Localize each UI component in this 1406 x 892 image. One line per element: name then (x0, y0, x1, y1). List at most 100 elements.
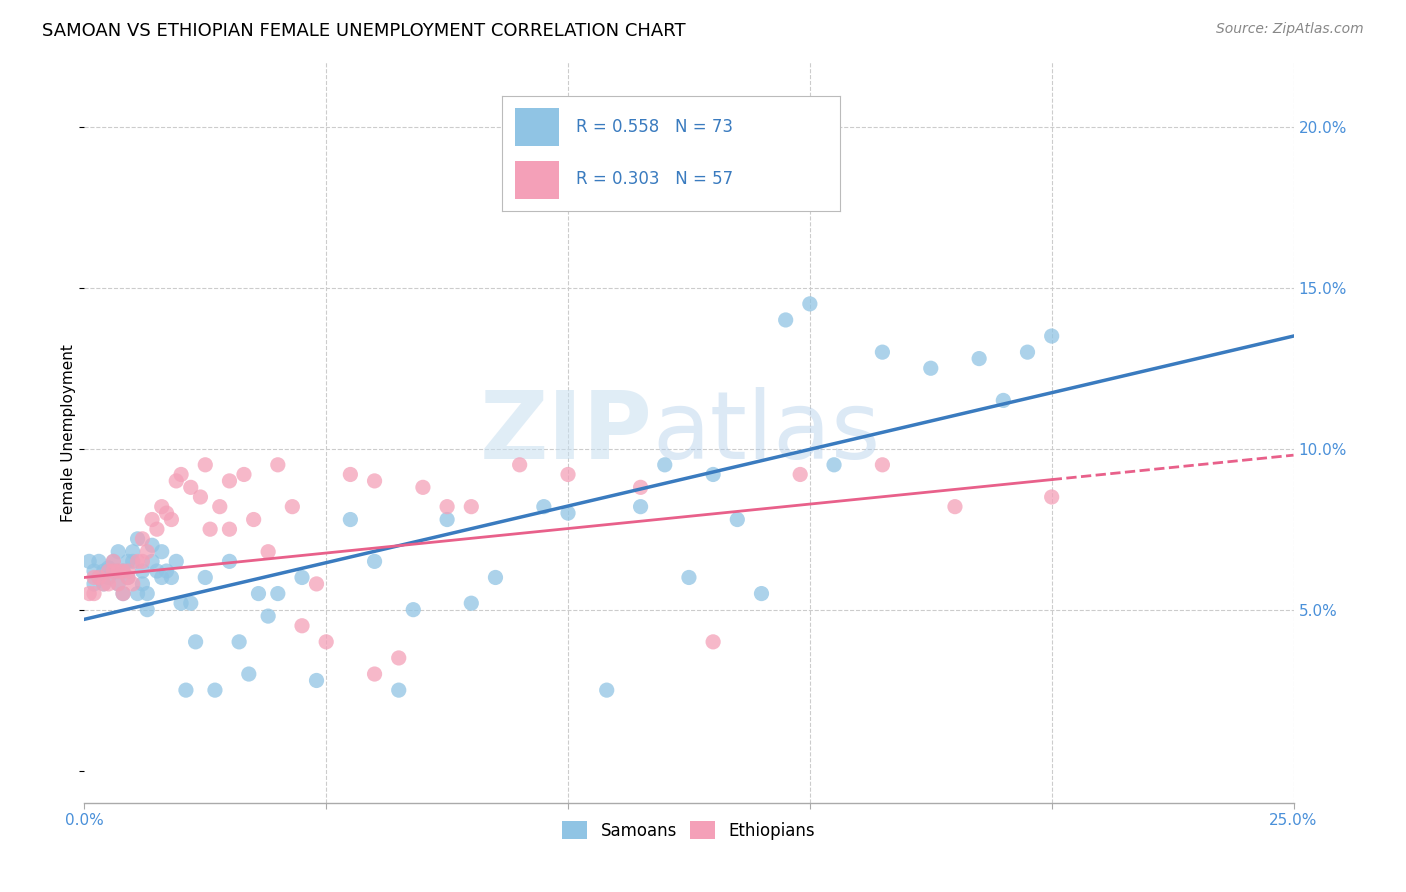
Point (141, 512, 163, 526)
Point (83, 577, 105, 591)
Point (509, 458, 531, 472)
Point (170, 467, 193, 482)
Point (146, 564, 169, 578)
Point (339, 512, 361, 526)
Point (872, 458, 894, 472)
Legend: Samoans, Ethiopians: Samoans, Ethiopians (555, 814, 823, 847)
Point (97, 577, 120, 591)
Y-axis label: Female Unemployment: Female Unemployment (60, 343, 76, 522)
Point (103, 564, 125, 578)
Point (557, 506, 579, 520)
Point (107, 577, 129, 591)
Text: ZIP: ZIP (479, 386, 652, 479)
Point (160, 570, 183, 584)
Point (1040, 329, 1063, 343)
Point (305, 673, 328, 688)
Point (436, 512, 458, 526)
Point (194, 458, 217, 472)
Point (218, 554, 240, 568)
Point (112, 564, 135, 578)
Point (388, 683, 411, 698)
Point (872, 345, 894, 359)
Point (1017, 345, 1039, 359)
Point (1040, 490, 1063, 504)
Point (150, 570, 173, 584)
Point (920, 361, 942, 376)
Point (165, 554, 187, 568)
Point (112, 586, 135, 600)
Point (184, 635, 207, 649)
Point (107, 564, 129, 578)
Point (141, 554, 163, 568)
Point (725, 512, 748, 526)
Point (247, 586, 270, 600)
Point (136, 602, 159, 616)
Point (228, 635, 250, 649)
Point (460, 596, 482, 610)
Point (943, 500, 966, 514)
Point (315, 635, 337, 649)
Point (93, 564, 115, 578)
Point (412, 480, 434, 494)
Point (799, 297, 821, 311)
Point (823, 458, 845, 472)
Point (107, 564, 129, 578)
Point (363, 667, 385, 681)
Point (257, 609, 280, 624)
Point (136, 545, 159, 559)
Point (233, 467, 256, 482)
Point (87, 570, 110, 584)
Text: Source: ZipAtlas.com: Source: ZipAtlas.com (1216, 22, 1364, 37)
Point (117, 570, 139, 584)
Point (127, 554, 149, 568)
Point (83, 570, 105, 584)
Point (630, 500, 652, 514)
Point (131, 532, 153, 546)
Point (112, 564, 135, 578)
Point (121, 554, 143, 568)
Point (402, 602, 425, 616)
Point (654, 458, 676, 472)
Point (257, 545, 280, 559)
Point (83, 586, 105, 600)
Point (238, 667, 260, 681)
Point (789, 467, 811, 482)
Point (121, 545, 143, 559)
Point (103, 554, 125, 568)
Point (630, 480, 652, 494)
Point (596, 683, 619, 698)
Point (150, 545, 173, 559)
Point (77, 554, 100, 568)
Point (155, 506, 177, 520)
Point (170, 596, 193, 610)
Point (388, 651, 411, 665)
Point (775, 313, 797, 327)
Point (131, 554, 153, 568)
Point (97, 561, 120, 575)
Point (436, 500, 458, 514)
Point (533, 500, 555, 514)
Point (702, 635, 724, 649)
Point (460, 500, 482, 514)
Point (97, 570, 120, 584)
Point (484, 570, 506, 584)
Point (87, 570, 110, 584)
Point (83, 564, 105, 578)
Text: SAMOAN VS ETHIOPIAN FEMALE UNEMPLOYMENT CORRELATION CHART: SAMOAN VS ETHIOPIAN FEMALE UNEMPLOYMENT … (42, 22, 686, 40)
Point (136, 586, 159, 600)
Point (93, 577, 115, 591)
Point (702, 467, 724, 482)
Point (93, 577, 115, 591)
Point (967, 351, 990, 366)
Point (194, 570, 217, 584)
Point (77, 586, 100, 600)
Point (180, 480, 202, 494)
Point (180, 596, 202, 610)
Point (678, 570, 700, 584)
Point (363, 554, 385, 568)
Point (165, 474, 187, 488)
Point (107, 545, 129, 559)
Point (291, 570, 314, 584)
Point (198, 522, 221, 536)
Point (127, 532, 149, 546)
